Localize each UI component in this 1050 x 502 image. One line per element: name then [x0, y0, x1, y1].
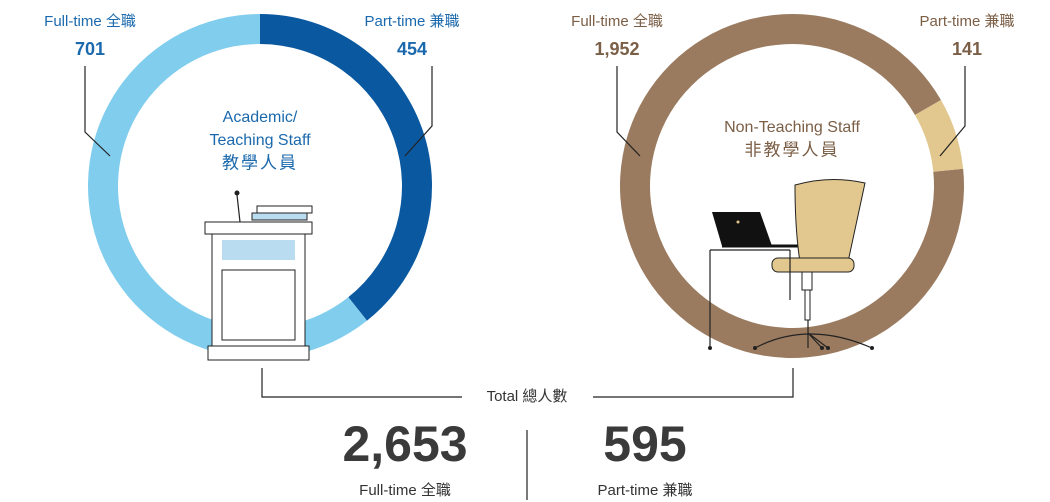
donut-title: Academic/ — [223, 109, 298, 126]
donut-title: Non-Teaching Staff — [724, 119, 860, 136]
total-connector — [261, 368, 794, 500]
category-label: Full-time 全職 — [44, 12, 136, 30]
total-value: 595 — [603, 416, 686, 472]
total-value: 2,653 — [342, 416, 467, 472]
category-label: Part-time 兼職 — [919, 13, 1014, 30]
donut-segment — [87, 14, 368, 358]
desk-illustration — [708, 178, 874, 350]
donut-segment — [620, 14, 964, 359]
value-label: 1,952 — [594, 39, 639, 59]
leader-line — [616, 66, 641, 157]
donut-title: 非教學人員 — [745, 140, 840, 159]
value-label: 141 — [952, 39, 982, 59]
donut-segment — [260, 14, 432, 321]
podium-illustration — [204, 190, 313, 361]
total-label: Total 總人數 — [487, 387, 568, 405]
leader-line — [939, 66, 966, 157]
category-label: Full-time 全職 — [571, 12, 663, 30]
value-label: 454 — [397, 39, 427, 59]
donut-title: Teaching Staff — [209, 132, 311, 149]
leader-line — [404, 66, 433, 157]
leader-line — [84, 66, 111, 157]
total-category: Part-time 兼職 — [597, 482, 692, 499]
category-label: Part-time 兼職 — [364, 13, 459, 30]
value-label: 701 — [75, 39, 105, 59]
total-category: Full-time 全職 — [359, 481, 451, 499]
donut-title: 教學人員 — [222, 153, 298, 172]
donut-segment — [914, 100, 964, 172]
